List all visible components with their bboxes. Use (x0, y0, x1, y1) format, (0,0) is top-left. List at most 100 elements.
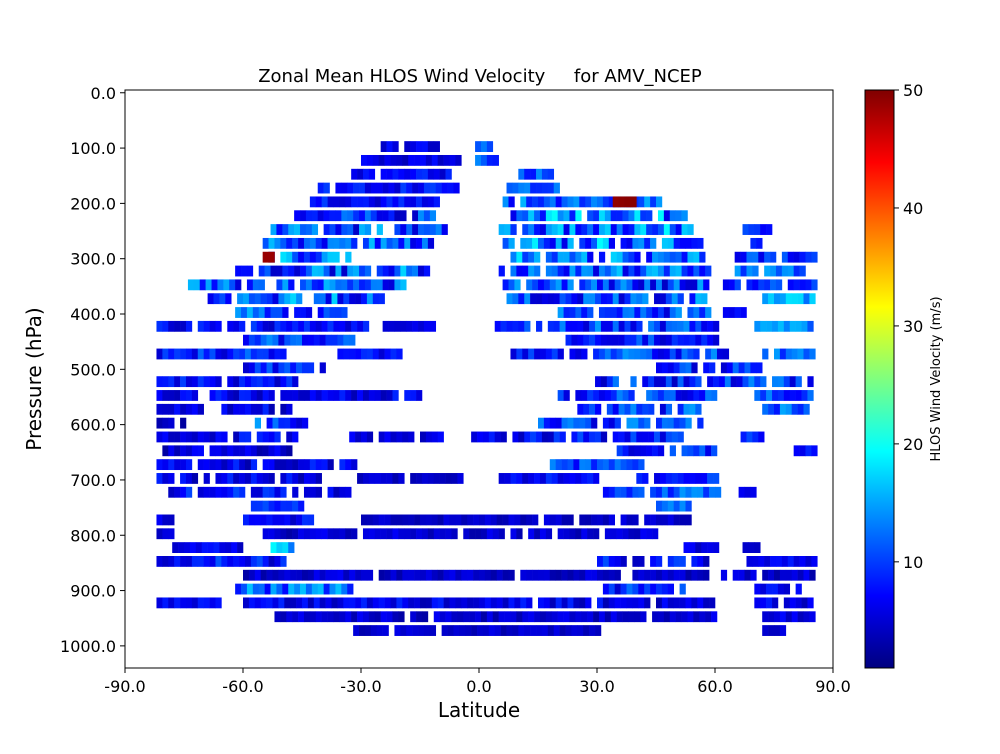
heatmap-cell (656, 279, 663, 291)
heatmap-cell (209, 597, 216, 609)
heatmap-cell (630, 196, 637, 208)
heatmap-cell (414, 569, 421, 581)
heatmap-cell (366, 293, 374, 305)
heatmap-cell (661, 237, 669, 249)
heatmap-cell (398, 611, 405, 623)
heatmap-cell (400, 279, 407, 291)
heatmap-cell (231, 542, 238, 553)
heatmap-cell (610, 251, 617, 263)
heatmap-cell (431, 514, 438, 526)
heatmap-cell (292, 251, 299, 263)
heatmap-cell (416, 168, 423, 180)
heatmap-cell (697, 569, 704, 581)
heatmap-cell (711, 611, 718, 623)
heatmap-cell (307, 362, 315, 374)
heatmap-cell (286, 390, 293, 401)
heatmap-cell (805, 445, 812, 457)
heatmap-cell (376, 210, 383, 222)
heatmap-cell (561, 597, 568, 609)
heatmap-cell (372, 293, 379, 305)
heatmap-cell (396, 597, 403, 609)
heatmap-cell (522, 265, 529, 277)
heatmap-cell (553, 431, 560, 443)
heatmap-cell (567, 459, 574, 471)
heatmap-cell (162, 597, 169, 609)
heatmap-cell (593, 528, 600, 540)
heatmap-cell (303, 611, 311, 623)
heatmap-cell (191, 597, 199, 609)
heatmap-cell (416, 528, 423, 540)
y-axis-label: Pressure (hPa) (22, 307, 46, 450)
heatmap-cell (270, 583, 277, 595)
heatmap-cell (807, 320, 814, 332)
heatmap-cell (215, 390, 222, 401)
heatmap-cell (691, 486, 698, 498)
heatmap-cell (461, 569, 468, 581)
heatmap-cell (353, 210, 360, 222)
heatmap-cell (317, 279, 324, 291)
heatmap-cell (764, 279, 771, 291)
heatmap-cell (622, 265, 629, 277)
heatmap-cell (661, 569, 669, 581)
heatmap-cell (777, 376, 785, 388)
heatmap-cell (376, 279, 383, 291)
heatmap-cell (543, 569, 551, 581)
heatmap-cell (219, 293, 226, 305)
heatmap-cell (675, 611, 682, 623)
heatmap-cell (768, 611, 775, 623)
heatmap-cell (384, 431, 391, 443)
heatmap-cell (547, 182, 555, 194)
heatmap-cell (427, 237, 435, 249)
heatmap-cell (549, 597, 556, 609)
heatmap-cell (575, 210, 582, 222)
heatmap-cell (372, 597, 379, 609)
heatmap-cell (799, 279, 806, 291)
heatmap-cell (256, 445, 263, 457)
heatmap-cell (339, 486, 346, 498)
heatmap-cell (667, 597, 674, 609)
heatmap-cell (268, 528, 275, 540)
heatmap-cell (329, 224, 336, 235)
heatmap-cell (392, 528, 399, 540)
heatmap-cell (431, 597, 438, 609)
heatmap-cell (722, 279, 730, 291)
heatmap-cell (333, 237, 340, 249)
heatmap-cell (254, 514, 261, 526)
heatmap-cell (404, 196, 411, 208)
heatmap-cell (608, 514, 615, 526)
heatmap-cell (522, 473, 529, 484)
heatmap-cell (355, 597, 362, 609)
heatmap-cell (689, 542, 696, 553)
heatmap-cell (227, 390, 234, 401)
heatmap-cell (390, 569, 397, 581)
heatmap-cell (378, 293, 385, 305)
heatmap-cell (341, 224, 348, 235)
heatmap-cell (300, 265, 307, 277)
heatmap-cell (695, 542, 702, 553)
heatmap-cell (652, 445, 659, 457)
heatmap-cell (355, 348, 362, 360)
heatmap-cell (549, 237, 556, 249)
heatmap-cell (638, 597, 645, 609)
heatmap-cell (591, 196, 598, 208)
heatmap-cell (699, 251, 706, 263)
heatmap-cell (351, 528, 358, 540)
heatmap-cell (319, 334, 326, 346)
heatmap-cell (665, 403, 673, 415)
heatmap-cell (772, 320, 779, 332)
heatmap-cell (598, 265, 606, 277)
heatmap-cell (368, 168, 376, 180)
heatmap-cell (302, 514, 309, 526)
heatmap-cell (538, 597, 545, 609)
heatmap-cell (569, 528, 576, 540)
heatmap-cell (410, 390, 417, 401)
heatmap-cell (209, 445, 216, 457)
heatmap-cell (705, 348, 712, 360)
heatmap-cell (457, 611, 464, 623)
heatmap-cell (315, 196, 322, 208)
heatmap-cell (787, 279, 794, 291)
heatmap-cell (577, 431, 584, 443)
heatmap-cell (538, 569, 545, 581)
heatmap-cell (368, 390, 376, 401)
